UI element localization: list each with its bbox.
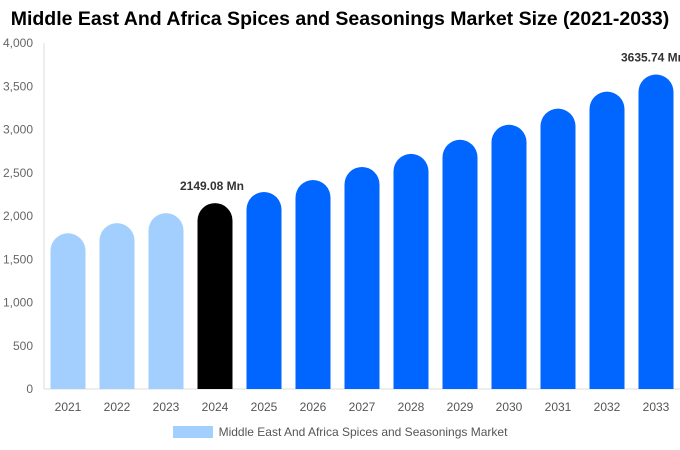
bar-2024 [197,203,233,389]
bar-2032 [589,91,625,389]
bar-2029 [442,139,478,389]
x-tick-label: 2024 [202,400,229,414]
x-tick-label: 2026 [300,400,327,414]
y-tick-label: 3,000 [3,123,33,137]
bar-2027 [344,166,380,389]
bar-2028 [393,153,429,389]
legend-label: Middle East And Africa Spices and Season… [218,425,508,439]
legend: Middle East And Africa Spices and Season… [0,425,680,439]
bar-2022 [99,223,135,389]
legend-swatch [172,426,213,438]
data-label-2024: 2149.08 Mn [180,179,244,193]
x-tick-label: 2025 [251,400,278,414]
bar-2026 [295,180,331,389]
x-tick-label: 2030 [496,400,523,414]
bar-2031 [540,108,576,389]
x-tick-label: 2027 [349,400,376,414]
y-tick-label: 2,000 [3,209,33,223]
x-tick-label: 2023 [153,400,180,414]
x-tick-label: 2021 [55,400,82,414]
x-tick-label: 2032 [594,400,621,414]
bar-2033 [638,74,674,390]
bar-2021 [50,233,86,389]
bar-2030 [491,124,527,389]
bar-2023 [148,213,184,389]
x-tick-label: 2033 [643,400,670,414]
x-tick-label: 2028 [398,400,425,414]
data-label-2033: 3635.74 Mn [621,51,680,65]
x-tick-label: 2029 [447,400,474,414]
y-tick-label: 2,500 [3,166,33,180]
y-tick-label: 4,000 [3,36,33,50]
y-tick-label: 500 [13,339,33,353]
x-tick-label: 2031 [545,400,572,414]
chart-title: Middle East And Africa Spices and Season… [10,8,670,30]
x-tick-label: 2022 [104,400,131,414]
y-tick-label: 0 [26,382,33,396]
y-tick-label: 1,500 [3,252,33,266]
y-tick-label: 1,000 [3,296,33,310]
y-tick-label: 3,500 [3,79,33,93]
bar-2025 [246,192,282,389]
